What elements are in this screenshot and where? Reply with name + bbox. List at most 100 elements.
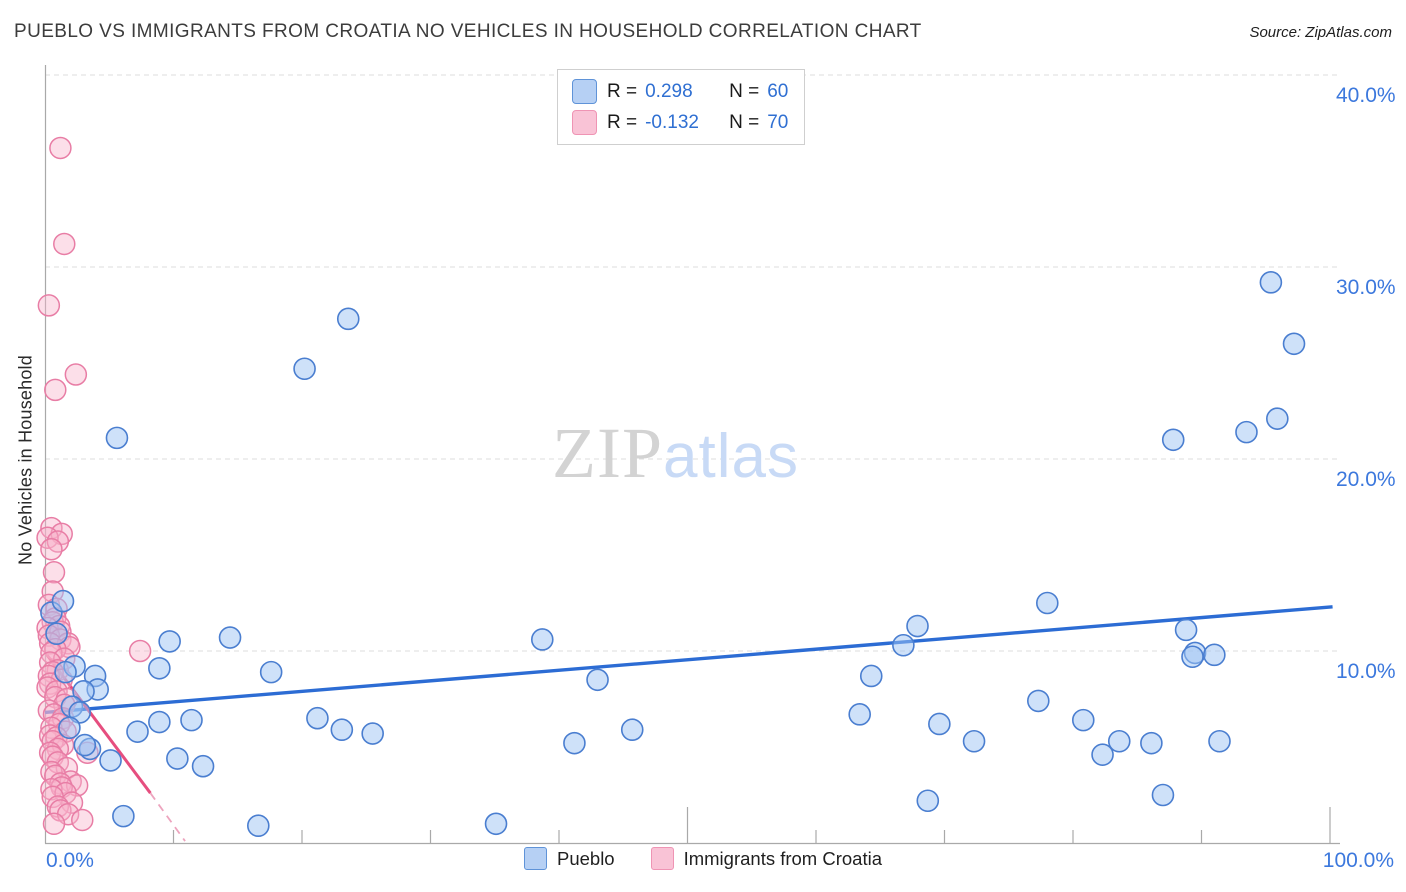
data-point-pueblo[interactable] xyxy=(530,628,554,651)
data-point-croatia[interactable] xyxy=(37,294,61,317)
data-point-pueblo[interactable] xyxy=(247,814,270,838)
r-label: R = xyxy=(607,111,638,133)
stats-row-pueblo: R = 0.298 N = 60 xyxy=(572,79,788,104)
trendline-croatia xyxy=(149,792,186,842)
data-point-pueblo[interactable] xyxy=(1203,643,1226,667)
data-point-pueblo[interactable] xyxy=(916,789,940,813)
data-point-pueblo[interactable] xyxy=(293,357,316,381)
y-axis-tick-label: 20.0% xyxy=(1336,468,1396,491)
x-axis-max-label: 100.0% xyxy=(1322,849,1394,872)
data-point-pueblo[interactable] xyxy=(1282,332,1306,356)
r-label: R = xyxy=(607,80,638,102)
series-legend: Pueblo Immigrants from Croatia xyxy=(0,847,1406,870)
data-point-pueblo[interactable] xyxy=(563,731,586,755)
data-point-croatia[interactable] xyxy=(40,760,63,784)
data-point-croatia[interactable] xyxy=(53,232,76,256)
legend-label-pueblo: Pueblo xyxy=(556,847,615,869)
watermark-zip-text: ZIP xyxy=(552,413,663,493)
data-point-pueblo[interactable] xyxy=(1107,729,1131,753)
trendline-pueblo xyxy=(44,605,1333,715)
data-point-pueblo[interactable] xyxy=(1161,428,1185,452)
data-point-pueblo[interactable] xyxy=(928,712,951,736)
data-point-pueblo[interactable] xyxy=(586,668,609,692)
correlation-stats-legend: R = 0.298 N = 60 R = -0.132 N = 70 xyxy=(557,69,806,145)
data-point-pueblo[interactable] xyxy=(58,716,81,740)
data-point-pueblo[interactable] xyxy=(1208,729,1231,753)
n-value: 70 xyxy=(767,111,789,133)
data-point-pueblo[interactable] xyxy=(306,706,329,730)
r-value: 0.298 xyxy=(645,80,693,102)
data-point-croatia[interactable] xyxy=(40,537,63,561)
data-point-croatia[interactable] xyxy=(71,808,94,832)
data-point-pueblo[interactable] xyxy=(218,626,242,649)
data-point-pueblo[interactable] xyxy=(259,660,283,684)
data-point-pueblo[interactable] xyxy=(148,656,171,680)
data-point-croatia[interactable] xyxy=(49,136,72,160)
data-point-pueblo[interactable] xyxy=(1235,420,1258,444)
data-point-pueblo[interactable] xyxy=(859,664,883,688)
data-point-croatia[interactable] xyxy=(42,561,66,584)
data-point-pueblo[interactable] xyxy=(1027,689,1050,713)
data-point-pueblo[interactable] xyxy=(906,614,929,638)
data-point-pueblo[interactable] xyxy=(361,722,384,745)
y-axis-tick-label: 10.0% xyxy=(1336,660,1396,683)
stats-row-croatia: R = -0.132 N = 70 xyxy=(572,110,788,135)
data-point-pueblo[interactable] xyxy=(126,720,149,743)
data-point-croatia[interactable] xyxy=(128,639,152,663)
source-credit: Source: ZipAtlas.com xyxy=(1249,24,1392,41)
data-point-pueblo[interactable] xyxy=(191,754,215,778)
r-value: -0.132 xyxy=(645,111,699,133)
data-point-pueblo[interactable] xyxy=(848,703,871,726)
data-point-pueblo[interactable] xyxy=(330,718,354,742)
data-point-pueblo[interactable] xyxy=(1071,708,1095,732)
data-point-pueblo[interactable] xyxy=(105,426,129,450)
data-point-pueblo[interactable] xyxy=(1151,783,1175,807)
legend-label-croatia: Immigrants from Croatia xyxy=(683,847,882,869)
n-label: N = xyxy=(729,111,760,133)
croatia-legend-swatch-icon xyxy=(650,847,674,870)
pueblo-swatch-icon xyxy=(572,79,597,104)
croatia-swatch-icon xyxy=(572,110,597,135)
watermark-atlas-text: atlas xyxy=(663,422,799,491)
y-axis-tick-label: 30.0% xyxy=(1336,276,1396,299)
legend-item-pueblo[interactable]: Pueblo xyxy=(523,847,615,870)
y-axis-title: No Vehicles in Household xyxy=(15,355,36,565)
data-point-croatia[interactable] xyxy=(44,378,67,402)
data-point-pueblo[interactable] xyxy=(892,633,915,657)
data-point-croatia[interactable] xyxy=(42,812,66,836)
data-point-pueblo[interactable] xyxy=(148,710,171,734)
data-point-pueblo[interactable] xyxy=(336,307,360,331)
data-point-pueblo[interactable] xyxy=(1036,591,1059,615)
data-point-pueblo[interactable] xyxy=(99,749,122,772)
y-axis-tick-label: 40.0% xyxy=(1336,84,1396,107)
data-point-pueblo[interactable] xyxy=(1181,645,1204,669)
data-point-pueblo[interactable] xyxy=(51,589,75,613)
x-axis-min-label: 0.0% xyxy=(46,849,94,872)
data-point-pueblo[interactable] xyxy=(112,804,135,828)
data-point-pueblo[interactable] xyxy=(180,708,203,732)
data-point-pueblo[interactable] xyxy=(54,660,77,684)
data-point-pueblo[interactable] xyxy=(620,718,644,742)
n-label: N = xyxy=(729,80,760,102)
zipatlas-watermark: ZIPatlas xyxy=(552,412,799,495)
page-title: PUEBLO VS IMMIGRANTS FROM CROATIA NO VEH… xyxy=(14,21,922,42)
data-point-croatia[interactable] xyxy=(40,777,63,801)
legend-item-croatia[interactable]: Immigrants from Croatia xyxy=(650,847,882,870)
data-point-pueblo[interactable] xyxy=(1174,618,1198,642)
n-value: 60 xyxy=(767,80,789,102)
data-point-pueblo[interactable] xyxy=(45,622,68,646)
data-point-pueblo[interactable] xyxy=(73,733,97,757)
data-point-croatia[interactable] xyxy=(64,363,88,386)
data-point-pueblo[interactable] xyxy=(484,812,508,836)
pueblo-legend-swatch-icon xyxy=(523,847,547,870)
data-point-pueblo[interactable] xyxy=(1140,731,1163,755)
data-point-pueblo[interactable] xyxy=(1091,743,1114,766)
data-point-pueblo[interactable] xyxy=(1259,271,1283,294)
data-point-pueblo[interactable] xyxy=(166,747,189,770)
data-point-pueblo[interactable] xyxy=(1266,407,1289,430)
data-point-pueblo[interactable] xyxy=(962,729,986,753)
data-point-pueblo[interactable] xyxy=(158,630,181,653)
data-point-croatia[interactable] xyxy=(44,685,67,709)
